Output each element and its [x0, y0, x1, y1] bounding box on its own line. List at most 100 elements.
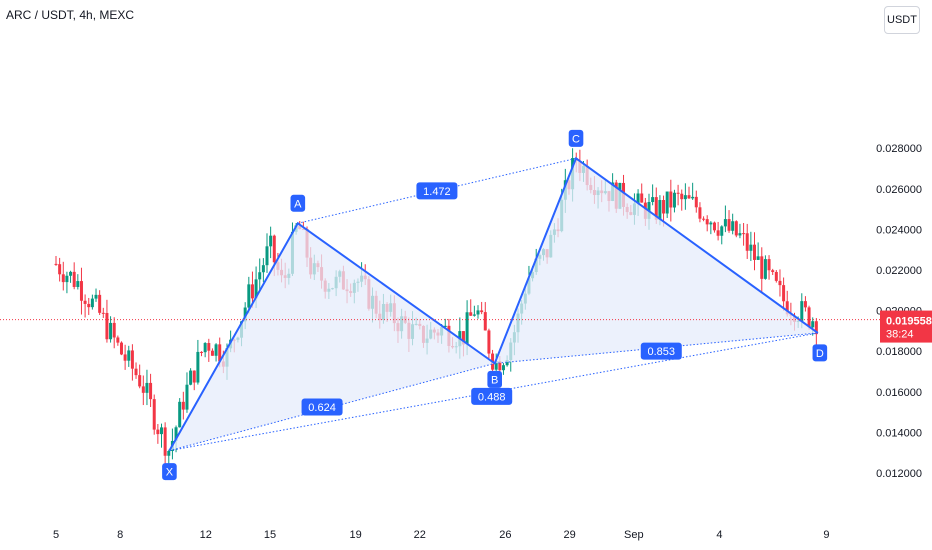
candle-body — [134, 368, 138, 376]
candle-body — [501, 365, 505, 371]
candle-body — [672, 192, 676, 208]
candle-body — [731, 221, 735, 231]
candle-body — [130, 350, 134, 369]
y-tick-label: 0.012000 — [876, 468, 922, 480]
candle-body — [745, 233, 749, 251]
y-tick-label: 0.026000 — [876, 184, 922, 196]
candle-body — [683, 195, 687, 200]
candle-body — [487, 330, 491, 354]
ratio-0-624-bg — [301, 398, 343, 416]
x-tick-label: 9 — [823, 529, 829, 541]
candle-body — [760, 256, 764, 279]
y-tick-label: 0.028000 — [876, 143, 922, 155]
candle-body — [112, 322, 116, 338]
candle-body — [472, 314, 476, 316]
x-tick-label: Sep — [624, 529, 644, 541]
point-d-bg — [812, 344, 828, 362]
candle-body — [149, 382, 153, 400]
candle-body — [665, 191, 669, 214]
candle-body — [654, 197, 658, 220]
candle-body — [756, 256, 760, 260]
candle-body — [72, 271, 76, 287]
candle-body — [265, 246, 269, 266]
candle-body — [181, 401, 185, 410]
candle-body — [676, 192, 680, 194]
x-tick-label: 26 — [499, 529, 511, 541]
ratio-0-624-text: 0.624 — [308, 402, 336, 414]
candle-body — [105, 312, 109, 340]
point-c-bg — [568, 129, 584, 147]
pattern-fill-bcd — [494, 158, 818, 364]
candle-body — [680, 193, 684, 200]
candle-body — [669, 191, 673, 208]
candle-body — [476, 310, 480, 315]
candle-body — [192, 370, 196, 383]
candle-body — [127, 350, 131, 361]
candle-body — [203, 343, 207, 353]
candle-body — [269, 235, 273, 247]
candle-body — [636, 193, 640, 204]
ratio-0-488-text: 0.488 — [478, 391, 506, 403]
y-tick-label: 0.022000 — [876, 265, 922, 277]
candle-body — [727, 219, 731, 231]
price-badge-countdown: 38:24 — [886, 329, 914, 341]
candle-body — [185, 384, 189, 410]
x-tick-label: 29 — [563, 529, 575, 541]
x-tick-label: 19 — [349, 529, 361, 541]
candle-body — [742, 233, 746, 235]
candle-body — [749, 244, 753, 251]
point-a-text: A — [294, 198, 302, 210]
ratio-0-488: 0.488 — [471, 387, 513, 405]
price-badge — [880, 310, 932, 343]
candle-body — [250, 284, 254, 299]
candle-body — [687, 195, 691, 199]
pattern-legs — [168, 156, 819, 452]
candle-body — [83, 300, 87, 304]
candle-body — [774, 271, 778, 281]
candle-body — [807, 307, 811, 328]
pattern-fill-xab — [169, 223, 495, 451]
candle-body — [76, 281, 80, 287]
candle-body — [782, 285, 786, 302]
candle-body — [218, 344, 222, 362]
point-d: D — [812, 344, 828, 362]
candle-body — [763, 259, 767, 279]
candle-body — [138, 375, 142, 387]
ratio-0-853: 0.853 — [640, 342, 682, 360]
ratio-1-472-bg — [416, 182, 458, 200]
candle-body — [243, 307, 247, 322]
candle-body — [752, 244, 756, 260]
candle-body — [494, 361, 498, 370]
point-d-text: D — [816, 348, 824, 360]
point-b-bg — [487, 370, 502, 388]
x-tick-label: 4 — [716, 529, 722, 541]
candle-body — [272, 235, 276, 263]
candle-body — [651, 197, 655, 203]
candle-body — [723, 219, 727, 227]
candle-body — [811, 321, 815, 328]
candle-body — [705, 219, 709, 225]
candle-body — [116, 337, 120, 343]
y-tick-label: 0.024000 — [876, 224, 922, 236]
currency-button[interactable]: USDT — [884, 6, 920, 34]
candle-body — [469, 312, 473, 316]
candle-body — [778, 280, 782, 286]
candle-body — [698, 207, 702, 219]
candle-body — [738, 233, 742, 236]
candle-body — [767, 259, 771, 271]
candle-body — [247, 284, 251, 308]
symbol-title: ARC / USDT, 4h, MEXC — [6, 8, 135, 22]
candle-body — [196, 351, 200, 383]
point-x-text: X — [166, 467, 174, 479]
candle-body — [94, 294, 98, 299]
point-x-bg — [162, 463, 177, 481]
candle-body — [465, 312, 469, 345]
candle-body — [152, 399, 156, 430]
ratio-0-488-bg — [471, 387, 513, 405]
point-a: A — [290, 194, 306, 212]
candle-body — [483, 312, 487, 331]
candle-body — [174, 427, 178, 441]
candle-body — [98, 294, 102, 313]
candle-body — [505, 360, 509, 366]
